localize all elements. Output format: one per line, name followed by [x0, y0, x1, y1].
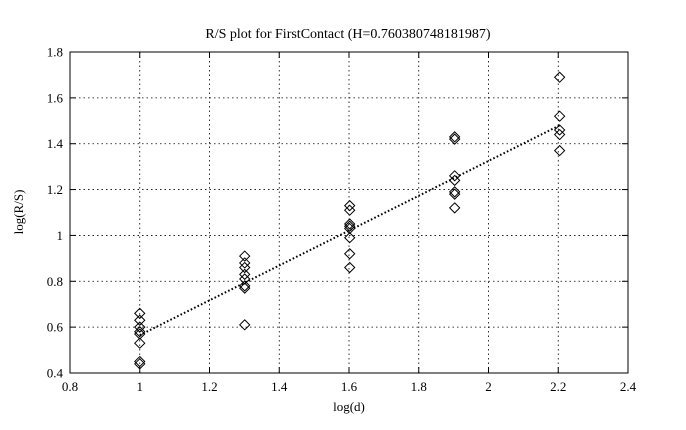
data-point	[553, 110, 566, 122]
x-tick-label: 1.8	[411, 379, 427, 394]
data-point	[239, 273, 251, 285]
data-point	[239, 280, 251, 292]
data-point	[448, 202, 461, 214]
data-point	[448, 131, 461, 143]
y-tick-label: 1.2	[47, 182, 63, 197]
y-tick-label: 0.8	[47, 274, 63, 289]
data-point	[343, 220, 356, 232]
x-tick-label: 2.2	[550, 379, 566, 394]
data-point	[239, 261, 251, 274]
data-point	[343, 218, 356, 230]
x-axis-label: log(d)	[333, 399, 365, 414]
plot-frame	[69, 51, 629, 374]
data-point	[239, 257, 251, 269]
data-point	[134, 328, 146, 340]
data-point	[343, 204, 356, 216]
data-point	[239, 250, 251, 262]
y-tick-label: 1	[57, 228, 64, 243]
data-point	[343, 248, 356, 260]
fit-line	[139, 124, 561, 337]
y-tick-label: 0.4	[47, 366, 64, 381]
x-axis-ticks: 0.8 1 1.2 1.4 1.6 1.8 2 2.2 2.4	[62, 52, 637, 394]
data-point	[239, 268, 251, 281]
data-point	[134, 355, 146, 368]
x-tick-label: 1.4	[271, 379, 288, 394]
data-point	[448, 186, 461, 198]
data-point	[343, 232, 356, 244]
data-point	[134, 307, 146, 320]
data-point	[134, 358, 146, 370]
data-point	[448, 174, 461, 187]
data-point	[134, 326, 146, 338]
data-point	[134, 337, 146, 349]
data-point	[448, 133, 461, 145]
x-tick-label: 2	[485, 379, 492, 394]
data-point	[343, 199, 356, 212]
x-tick-label: 0.8	[62, 379, 78, 394]
y-tick-label: 1.8	[47, 45, 63, 60]
data-point	[239, 282, 251, 294]
x-tick-label: 1.2	[201, 379, 217, 394]
y-axis-ticks: 0.4 0.6 0.8 1 1.2 1.4 1.6 1.8	[47, 45, 628, 381]
y-tick-label: 1.4	[47, 136, 64, 151]
data-point	[553, 128, 566, 141]
x-tick-label: 1	[137, 379, 144, 394]
chart-title: R/S plot for FirstContact (H=0.760380748…	[205, 27, 491, 42]
data-point	[134, 321, 146, 333]
data-point	[553, 124, 566, 136]
data-point	[448, 188, 461, 200]
y-tick-label: 0.6	[47, 320, 64, 335]
data-point	[553, 71, 566, 83]
x-tick-label: 2.4	[620, 379, 637, 394]
data-points	[134, 71, 566, 370]
grid-lines	[70, 52, 628, 373]
data-point	[343, 222, 356, 235]
y-tick-label: 1.6	[47, 90, 64, 105]
data-point	[343, 261, 356, 274]
x-tick-label: 1.6	[341, 379, 358, 394]
data-point	[553, 144, 566, 157]
data-point	[448, 170, 461, 182]
data-point	[134, 314, 146, 326]
data-point	[239, 319, 251, 331]
y-axis-label: log(R/S)	[11, 190, 26, 235]
